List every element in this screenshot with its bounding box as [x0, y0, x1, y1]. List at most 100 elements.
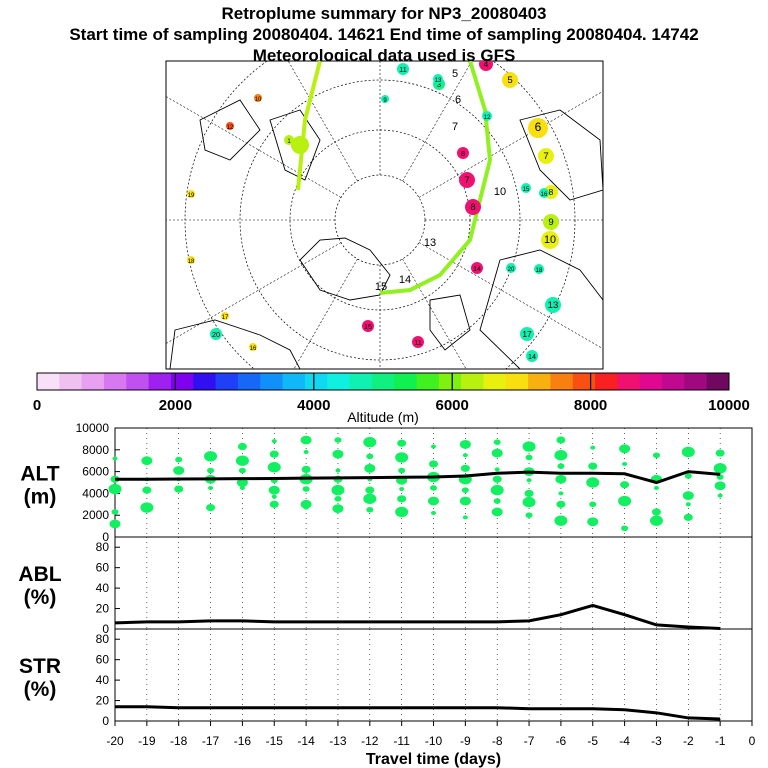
colorbar-frame — [36, 372, 730, 391]
altitude-particle-blob — [174, 485, 184, 493]
altitude-particle-blob — [522, 496, 536, 508]
trajectory-day-marker — [521, 183, 531, 193]
x-tick-label: -20 — [106, 734, 124, 748]
y-tick-label: 8000 — [82, 443, 109, 457]
altitude-particle-blob — [494, 467, 500, 472]
meridian-line — [402, 258, 467, 369]
altitude-particle-blob — [141, 456, 153, 466]
altitude-particle-blob — [235, 455, 249, 466]
colorbar-swatch — [461, 373, 484, 390]
colorbar-swatch — [282, 373, 306, 390]
trajectory-day-label: 7 — [464, 175, 469, 186]
trajectory-day-marker — [506, 263, 516, 273]
colorbar-swatch — [37, 373, 60, 390]
altitude-particle-blob — [554, 450, 568, 461]
altitude-particle-blob — [649, 515, 663, 526]
coastline — [429, 294, 471, 351]
trajectory-day-label: 12 — [227, 125, 234, 131]
altitude-particle-blob — [268, 485, 280, 495]
trajectory-day-label: 10 — [255, 97, 262, 103]
altitude-particle-blob — [332, 504, 344, 514]
latitude-circle — [239, 79, 521, 361]
track-day-label: 15 — [375, 281, 387, 293]
altitude-particle-blob — [334, 437, 342, 443]
colorbar-swatch — [662, 373, 685, 390]
altitude-particle-blob — [237, 442, 247, 451]
trajectory-day-marker — [465, 199, 481, 215]
panel-ylabel-unit: (%) — [24, 678, 57, 701]
altitude-particle-blob — [366, 506, 374, 513]
colorbar-tick-label: 4000 — [297, 397, 330, 414]
trajectory-day-label: 3 — [437, 80, 441, 89]
altitude-particle-blob — [681, 446, 695, 458]
altitude-particle-blob — [651, 508, 661, 516]
altitude-particle-blob — [335, 468, 341, 473]
panel-ylabel-name: ABL — [18, 563, 61, 586]
coastline — [169, 319, 301, 369]
altitude-particle-blob — [303, 449, 309, 454]
altitude-particle-blob — [459, 496, 471, 506]
trajectory-day-label: 11 — [399, 65, 406, 74]
colorbar-swatch — [617, 373, 641, 390]
trajectory-day-label: 18 — [536, 268, 543, 274]
colorbar-swatch — [81, 373, 105, 390]
colorbar-swatch — [193, 373, 217, 390]
time-series-panels: 0200040006000800010000ALT(m)020406080ABL… — [18, 421, 755, 768]
trajectory-day-label: 17 — [222, 315, 229, 321]
trajectory-day-label: 15 — [523, 187, 530, 193]
altitude-particle-blob — [588, 462, 598, 470]
y-tick-label: 80 — [96, 632, 110, 646]
trajectory-day-label: 14 — [473, 264, 481, 273]
colorbar-swatch — [237, 373, 261, 390]
altitude-particle-blob — [618, 495, 632, 507]
x-tick-label: -19 — [138, 734, 156, 748]
series-line-alt — [115, 470, 721, 485]
y-tick-label: 6000 — [82, 465, 109, 479]
trajectory-day-marker — [539, 188, 549, 198]
altitude-particle-blob — [459, 439, 471, 449]
panel-ylabel-unit: (%) — [24, 586, 57, 609]
plume-track-segment — [296, 61, 322, 191]
panel-str: 0 20 40 60 80 STR(%) — [19, 628, 753, 728]
trajectory-day-marker — [502, 72, 518, 88]
altitude-particle-blob — [491, 507, 503, 517]
trajectory-day-label: 19 — [188, 193, 195, 199]
altitude-particle-blob — [558, 491, 564, 496]
trajectory-day-label: 16 — [541, 192, 548, 198]
colorbar-swatch — [684, 373, 708, 390]
colorbar-tick-label: 6000 — [436, 397, 469, 414]
trajectory-day-marker — [545, 297, 561, 313]
trajectory-day-label: 9 — [383, 98, 387, 104]
panel-alt: 0 2000 4000 6000 8000 10000 ALT(m) — [20, 421, 753, 544]
altitude-particle-blob — [430, 485, 437, 491]
trajectory-day-label: 8 — [461, 149, 465, 158]
x-tick-label: -11 — [393, 734, 410, 748]
y-tick-label: 2000 — [82, 508, 109, 522]
altitude-particle-blob — [111, 509, 119, 515]
colorbar-swatch — [572, 373, 596, 390]
colorbar-swatch — [260, 373, 284, 390]
coastline — [519, 109, 603, 201]
x-tick-label: -13 — [329, 734, 347, 748]
altitude-particle-blob — [271, 439, 277, 444]
x-tick-label: -4 — [619, 734, 630, 748]
altitude-particle-blob — [526, 478, 532, 483]
altitude-particle-blob — [429, 460, 438, 468]
altitude-particle-blob — [462, 515, 468, 520]
x-tick-label: 0 — [749, 734, 756, 748]
altitude-particle-blob — [300, 499, 312, 509]
altitude-particle-blob — [555, 474, 567, 484]
x-tick-label: -14 — [297, 734, 315, 748]
y-tick-label: 20 — [96, 602, 110, 616]
altitude-particle-blob — [461, 487, 469, 493]
altitude-particle-blob — [715, 449, 725, 457]
colorbar-swatch — [170, 373, 194, 390]
altitude-particle-blob — [364, 463, 376, 473]
y-tick-label: 4000 — [82, 486, 109, 500]
x-tick-label: -12 — [361, 734, 379, 748]
trajectory-day-marker — [482, 111, 492, 121]
trajectory-day-label: 4 — [484, 59, 489, 69]
meridian-line — [287, 61, 358, 182]
altitude-particle-blob — [269, 500, 279, 508]
